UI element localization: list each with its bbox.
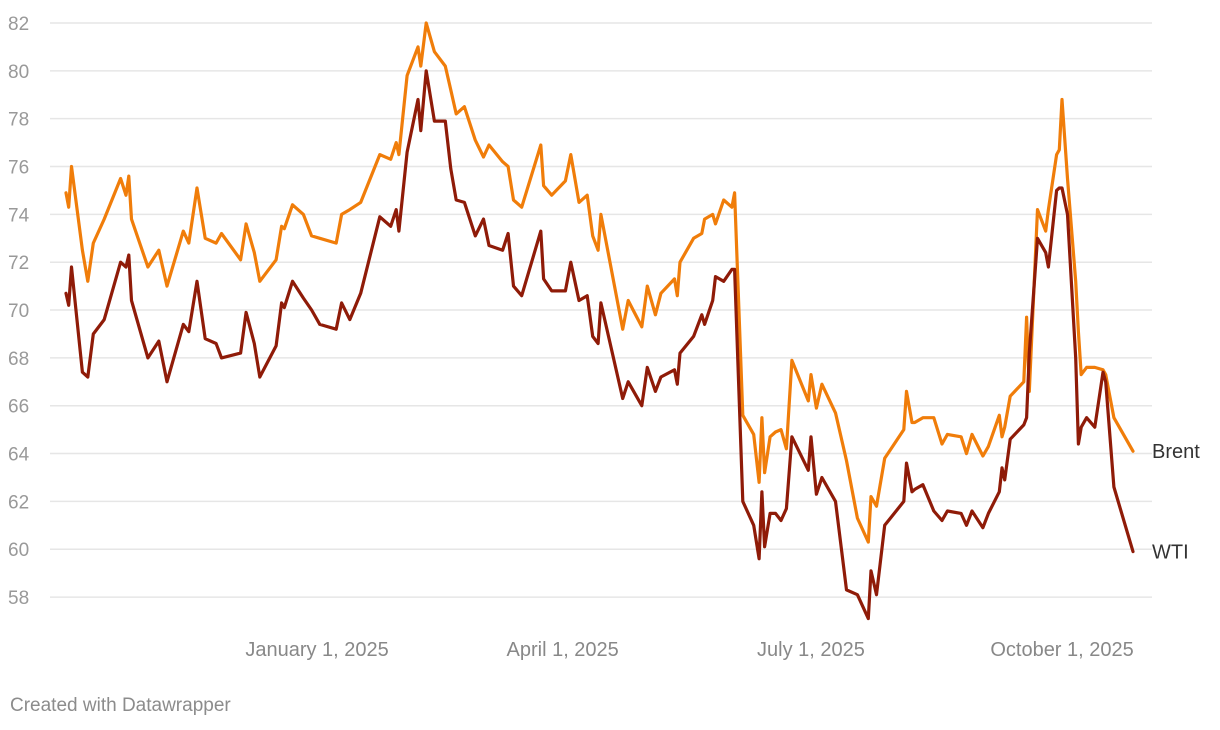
y-tick-label: 68 — [8, 349, 29, 370]
x-tick-label: January 1, 2025 — [245, 639, 388, 661]
footer-credit: Created with Datawrapper — [10, 695, 231, 716]
gridlines — [50, 22, 1152, 598]
y-tick-label: 72 — [8, 253, 29, 274]
y-axis-ticks: 58 60 62 64 66 68 70 72 74 76 78 80 82 — [8, 14, 30, 609]
series-labels: Brent WTI — [1152, 441, 1200, 563]
y-tick-label: 60 — [8, 540, 29, 561]
series-label-brent: Brent — [1152, 441, 1200, 463]
y-tick-label: 82 — [8, 14, 29, 35]
y-tick-label: 80 — [8, 62, 29, 83]
y-tick-label: 66 — [8, 397, 29, 418]
y-tick-label: 74 — [8, 205, 30, 226]
y-tick-label: 78 — [8, 110, 29, 131]
x-tick-label: July 1, 2025 — [757, 639, 865, 661]
y-tick-label: 64 — [8, 445, 30, 466]
series-line-brent — [64, 21, 1135, 544]
line-chart: 58 60 62 64 66 68 70 72 74 76 78 80 82 January 1, 20… — [8, 14, 1200, 661]
series-label-wti: WTI — [1152, 542, 1189, 564]
y-tick-label: 58 — [8, 588, 29, 609]
x-axis-ticks: January 1, 2025 April 1, 2025 July 1, 2025… — [245, 639, 1133, 661]
series-line-wti — [64, 69, 1135, 621]
y-tick-label: 70 — [8, 301, 29, 322]
y-tick-label: 62 — [8, 492, 29, 513]
series-lines — [64, 21, 1135, 621]
x-tick-label: October 1, 2025 — [990, 639, 1133, 661]
y-tick-label: 76 — [8, 158, 29, 179]
x-tick-label: April 1, 2025 — [507, 639, 619, 661]
